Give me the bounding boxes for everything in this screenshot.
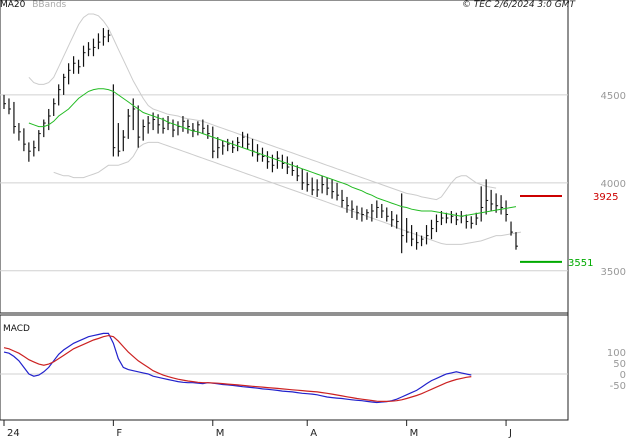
legend-bbands: BBands — [32, 0, 67, 10]
copyright-timestamp: © TEC 2/6/2024 3:0 GMT — [461, 0, 575, 10]
price-y-tick-label: 3500 — [601, 267, 626, 278]
resistance-label: 3925 — [593, 192, 618, 203]
ma20-line — [28, 88, 517, 217]
macd-title: MACD — [3, 324, 30, 334]
support-label: 3551 — [568, 258, 593, 269]
price-y-tick-label: 4000 — [601, 179, 626, 190]
x-tick-label: M — [216, 428, 225, 439]
price-panel-frame — [0, 0, 569, 314]
macd-line — [3, 332, 472, 404]
bb-upper-line — [28, 13, 497, 201]
bb-lower-line — [53, 141, 522, 245]
x-tick-label: J — [508, 428, 512, 439]
macd-y-tick-label: 50 — [613, 359, 626, 370]
x-tick-label: F — [116, 428, 122, 439]
price-y-tick-label: 4500 — [601, 91, 626, 102]
signal-line — [3, 334, 472, 402]
legend-ma20: MA20 — [0, 0, 26, 10]
macd-y-tick-label: -50 — [610, 381, 626, 392]
x-tick-label: A — [310, 428, 317, 439]
macd-y-tick-label: 100 — [607, 348, 626, 359]
x-tick-label: 24 — [7, 428, 20, 439]
x-tick-label: M — [410, 428, 419, 439]
macd-y-tick-label: 0 — [620, 370, 626, 381]
macd-panel-frame — [0, 314, 569, 421]
